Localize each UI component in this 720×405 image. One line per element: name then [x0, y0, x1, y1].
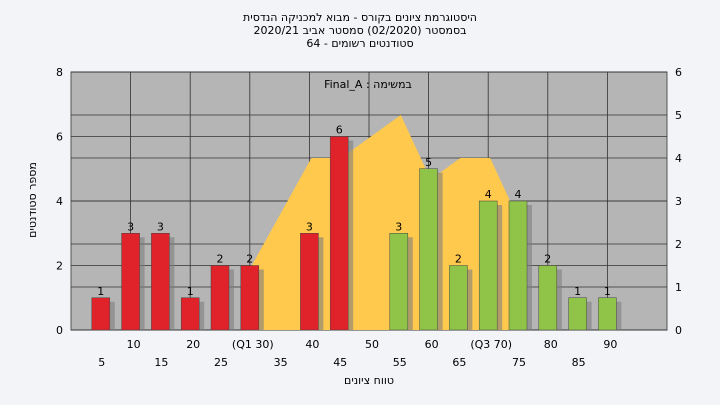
bar-value-label: 2 [217, 253, 224, 266]
y-tick-label: 8 [56, 66, 63, 79]
bar-value-label: 3 [157, 220, 164, 233]
bar [449, 265, 468, 331]
bar [180, 297, 200, 331]
y2-tick-label: 1 [675, 281, 682, 294]
bar-value-label: 2 [544, 253, 551, 266]
bar-value-label: 2 [246, 253, 253, 266]
y-tick-label: 6 [56, 131, 63, 144]
bar [240, 265, 260, 331]
x-tick-label-lower: 45 [333, 356, 347, 369]
x-tick-label-lower: 15 [154, 356, 168, 369]
bar-value-label: 1 [574, 285, 581, 298]
bar [329, 136, 349, 331]
bar [389, 233, 409, 331]
bar-value-label: 3 [306, 220, 313, 233]
bar-value-label: 2 [455, 253, 462, 266]
bar [151, 233, 170, 331]
chart-title-line-1: היסטוגרמת ציונים בקורס - מבוא למכניקה הנ… [243, 11, 477, 24]
y2-tick-label: 5 [675, 109, 682, 122]
x-tick-label-upper: (Q1 30) [232, 338, 274, 351]
x-tick-label-upper: 90 [603, 338, 617, 351]
y2-tick-label: 6 [675, 66, 682, 79]
bar [210, 265, 230, 331]
bar-value-label: 3 [127, 220, 134, 233]
y-tick-label: 4 [56, 195, 63, 208]
x-tick-label-lower: 85 [572, 356, 586, 369]
x-tick-label-upper: 40 [305, 338, 319, 351]
bar [91, 297, 111, 331]
bar-value-label: 4 [485, 188, 492, 201]
x-tick-label-upper: 80 [544, 338, 558, 351]
x-tick-label-upper: 50 [365, 338, 379, 351]
bar-value-label: 1 [604, 285, 611, 298]
bar-value-label: 4 [515, 188, 522, 201]
bar-value-label: 1 [97, 285, 104, 298]
x-tick-label-upper: 60 [425, 338, 439, 351]
x-tick-label-lower: 35 [274, 356, 288, 369]
bar [568, 297, 587, 331]
bar [598, 297, 617, 331]
bar-value-label: 5 [425, 156, 432, 169]
chart-title-line-3: סטודנטים רשומים - 64 [306, 37, 413, 50]
bar [478, 200, 498, 331]
bar-value-label: 3 [395, 220, 402, 233]
x-tick-label-lower: 55 [393, 356, 407, 369]
x-tick-label-upper: (Q3 70) [470, 338, 512, 351]
y-tick-label: 0 [56, 324, 63, 337]
bar [121, 233, 140, 331]
bar-value-label: 6 [336, 124, 343, 137]
bar-value-label: 1 [187, 285, 194, 298]
bar [300, 233, 319, 331]
bar [508, 200, 528, 331]
x-tick-label-lower: 75 [512, 356, 526, 369]
chart-annotation: Final_A : במשימה [324, 78, 412, 91]
x-tick-label-lower: 65 [452, 356, 466, 369]
x-tick-label-upper: 10 [127, 338, 141, 351]
x-tick-label-lower: 5 [98, 356, 105, 369]
x-tick-label-lower: 25 [214, 356, 228, 369]
chart-title-line-2: בסמסטר (02/2020) סמסטר אביב 2020/21 [253, 24, 466, 37]
y-tick-label: 2 [56, 260, 63, 273]
x-axis-title: טווח ציונים [344, 374, 394, 387]
y2-tick-label: 4 [675, 152, 682, 165]
bar [538, 265, 558, 331]
y2-tick-label: 3 [675, 195, 682, 208]
x-tick-label-upper: 20 [186, 338, 200, 351]
y2-tick-label: 0 [675, 324, 682, 337]
y2-tick-label: 2 [675, 238, 682, 251]
y-axis-title: מספר סטודנטים [26, 162, 39, 238]
bar [419, 168, 438, 331]
